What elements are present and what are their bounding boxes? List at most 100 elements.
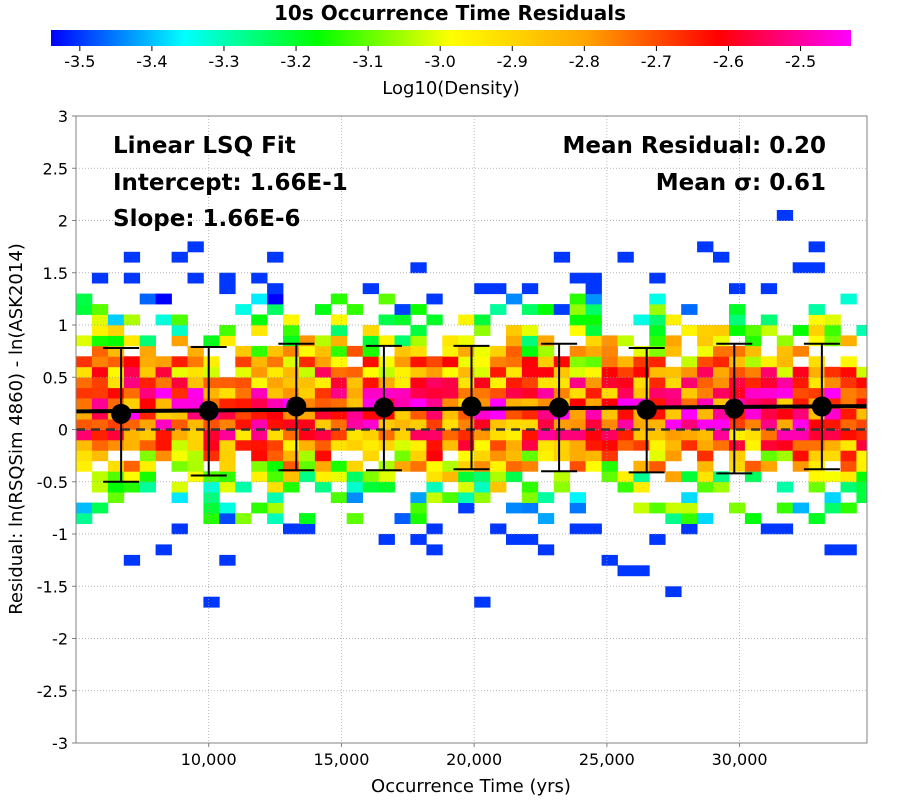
heatmap-cell [792,429,809,441]
heatmap-cell [187,439,204,451]
heatmap-cell [617,335,634,347]
heatmap-cell [856,460,867,472]
heatmap-cell [362,408,379,420]
heatmap-cell [665,419,682,430]
heatmap-cell [633,481,650,493]
heatmap-cell [171,429,188,441]
heatmap-cell [506,345,523,357]
heatmap-cell [251,419,268,430]
heatmap-cell [665,439,682,451]
heatmap-cell [506,408,523,420]
heatmap-cell [187,272,204,284]
x-tick-label: 20,000 [446,750,502,769]
heatmap-cell [394,429,411,441]
heatmap-cell [139,335,156,347]
heatmap-cell [697,419,714,430]
heatmap-cell [458,387,475,399]
heatmap-cell [299,419,316,430]
heatmap-cell [601,356,618,368]
heatmap-cell [474,439,491,451]
heatmap-cell [314,450,332,462]
heatmap-cell [681,366,698,378]
heatmap-cell [314,377,332,389]
heatmap-cell [697,481,714,493]
heatmap-cell [649,335,666,347]
heatmap-cell [808,387,825,399]
heatmap-cell [187,471,204,483]
heatmap-cell [107,356,125,368]
heatmap-cell [123,408,141,420]
heatmap-cell [410,513,427,524]
heatmap-cell [91,377,109,389]
heatmap-cell [123,366,141,378]
heatmap-cell [506,419,523,430]
heatmap-cell [506,356,523,368]
heatmap-cell [107,429,125,441]
colorbar-tick-label: -2.9 [497,52,528,71]
heatmap-cell [569,356,586,368]
heatmap-cell [442,387,459,399]
heatmap-cell [267,492,284,503]
heatmap-cell [107,387,125,399]
heatmap-cell [681,513,698,524]
heatmap-cell [840,460,857,472]
heatmap-cell [219,481,236,493]
heatmap-cell [569,450,586,462]
heatmap-cell [283,471,300,483]
heatmap-cell [346,345,363,357]
heatmap-cell [537,345,555,357]
heatmap-cell [665,502,682,514]
heatmap-cell [267,513,284,524]
heatmap-cell [649,408,666,420]
heatmap-cell [713,387,730,399]
heatmap-cell [569,272,586,284]
heatmap-cell [362,419,379,430]
heatmap-cell [362,366,379,378]
colorbar-ticks: -3.5 -3.4 -3.3 -3.2 -3.1 -3.0 -2.9 -2.8 -2.7 -2.6… [64,46,816,71]
heatmap-cell [426,314,443,326]
heatmap-cell [219,272,236,284]
heatmap-cell [171,492,188,503]
mean-point [549,397,570,418]
heatmap-cell [283,366,300,378]
heatmap-cell [283,481,300,493]
heatmap-cell [426,492,443,503]
heatmap-cell [601,335,618,347]
heatmap-cell [474,460,491,472]
heatmap-cell [665,450,682,462]
heatmap-cell [346,429,363,441]
heatmap-cell [744,471,762,483]
heatmap-cell [569,502,586,514]
heatmap-cell [330,366,348,378]
heatmap-cell [617,429,634,441]
heatmap-cell [601,554,618,566]
heatmap-cell [155,293,172,305]
heatmap-cell [187,366,204,378]
heatmap-cell [840,387,857,399]
heatmap-cell [729,314,746,326]
heatmap-cell [283,419,300,430]
heatmap-cell [299,398,316,409]
heatmap-cell [107,335,125,347]
heatmap-cell [840,398,857,409]
heatmap-cell [378,429,395,441]
y-tick-label: -2 [52,630,68,649]
heatmap-cell [203,387,220,399]
heatmap-cell [537,429,555,441]
heatmap-cell [744,366,762,378]
heatmap-cell [617,377,634,389]
y-tick-label: -3 [52,734,68,753]
heatmap-cell [219,283,236,295]
heatmap-cell [91,387,109,399]
heatmap-cell [299,471,316,483]
heatmap-cell [824,335,841,347]
heatmap-cell [299,387,316,399]
heatmap-cell [792,460,809,472]
heatmap-cell [251,408,268,420]
heatmap-cell [649,534,666,545]
heatmap-cell [537,439,555,451]
heatmap-cell [474,481,491,493]
heatmap-cell [776,356,794,368]
heatmap-cell [633,345,650,357]
heatmap-cell [537,513,555,524]
